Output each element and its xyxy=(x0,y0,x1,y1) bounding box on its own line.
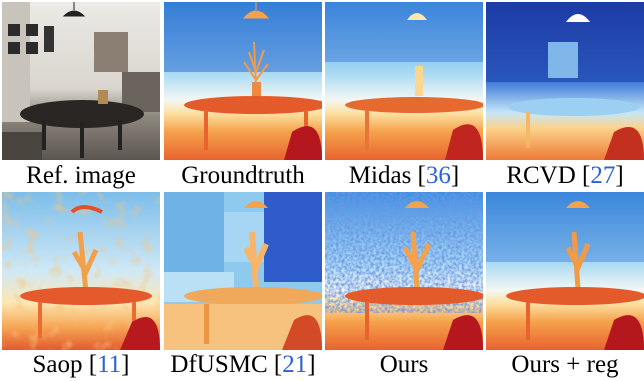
caption-label: Groundtruth xyxy=(181,162,305,189)
caption-label: Ref. image xyxy=(26,162,136,189)
rcvd-image xyxy=(486,2,644,160)
citation-number[interactable]: 21 xyxy=(282,351,308,378)
panel-ref: Ref. image xyxy=(2,2,160,192)
caption-label: Ours xyxy=(379,351,429,378)
caption-label: RCVD xyxy=(506,162,576,189)
panel-midas: Midas [36] xyxy=(325,2,483,192)
midas-image xyxy=(325,2,483,160)
panel-caption: Ours xyxy=(325,351,483,379)
panel-caption: DfUSMC [21] xyxy=(170,351,316,378)
panel-caption: Ours + reg xyxy=(486,351,644,379)
panel-saop: Saop [11] xyxy=(2,192,160,381)
oursreg-image xyxy=(486,192,644,350)
gt-image xyxy=(164,2,322,160)
caption-label: Saop xyxy=(32,351,83,378)
ref-image xyxy=(2,2,160,160)
ours-image xyxy=(325,192,483,350)
citation-number[interactable]: 36 xyxy=(425,162,451,189)
dfusmc-image xyxy=(164,192,322,350)
panel-ours: Ours xyxy=(325,192,483,381)
panel-caption: RCVD [27] xyxy=(506,162,624,189)
panel-oursreg: Ours + reg xyxy=(486,192,644,381)
saop-image xyxy=(2,192,160,350)
panel-caption: Midas [36] xyxy=(348,162,460,189)
caption-label: Midas xyxy=(348,162,412,189)
panel-gt: Groundtruth xyxy=(164,2,322,192)
panel-dfusmc: DfUSMC [21] xyxy=(164,192,322,381)
panel-rcvd: RCVD [27] xyxy=(486,2,644,192)
panel-caption: Groundtruth xyxy=(164,162,322,190)
panel-caption: Ref. image xyxy=(2,162,160,190)
caption-label: Ours + reg xyxy=(511,351,619,378)
citation-number[interactable]: 27 xyxy=(590,162,616,189)
caption-label: DfUSMC xyxy=(170,351,268,378)
panel-caption: Saop [11] xyxy=(32,351,130,378)
citation-number[interactable]: 11 xyxy=(97,351,122,378)
